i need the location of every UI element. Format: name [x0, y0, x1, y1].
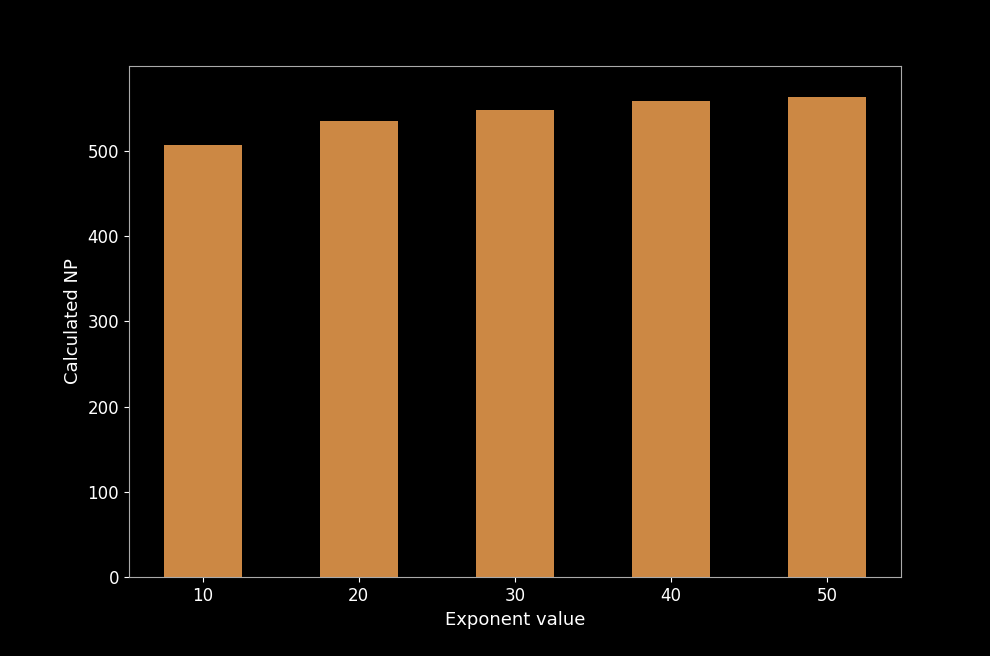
Bar: [320, 121, 398, 577]
Bar: [163, 145, 242, 577]
X-axis label: Exponent value: Exponent value: [445, 611, 585, 628]
Bar: [476, 110, 553, 577]
Y-axis label: Calculated NP: Calculated NP: [63, 258, 82, 384]
Bar: [788, 97, 866, 577]
Bar: [632, 102, 710, 577]
